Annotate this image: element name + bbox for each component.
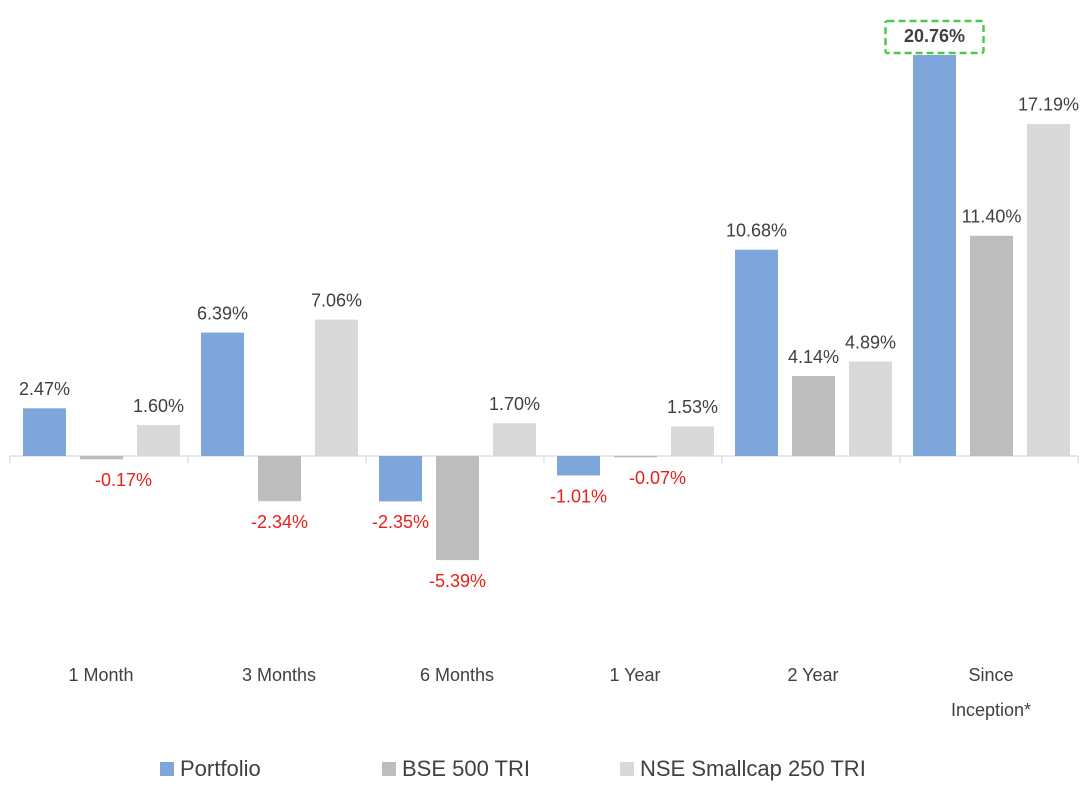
bar bbox=[201, 332, 244, 456]
data-label: -2.35% bbox=[372, 512, 429, 532]
data-label: 20.76% bbox=[904, 26, 965, 46]
legend-swatch bbox=[620, 762, 634, 776]
legend-item: Portfolio bbox=[160, 756, 261, 782]
legend-swatch bbox=[160, 762, 174, 776]
data-label: -2.34% bbox=[251, 512, 308, 532]
bar bbox=[970, 235, 1013, 456]
data-label: -1.01% bbox=[550, 486, 607, 506]
bar bbox=[379, 456, 422, 502]
bar bbox=[137, 425, 180, 456]
x-tick-label: 2 Year bbox=[787, 665, 839, 685]
legend-label: NSE Smallcap 250 TRI bbox=[640, 756, 866, 781]
data-label: -0.07% bbox=[629, 468, 686, 488]
x-tick-label: 3 Months bbox=[241, 665, 317, 685]
x-tick-label: Since Inception* bbox=[950, 665, 1032, 720]
data-label: 4.89% bbox=[845, 332, 896, 352]
bar bbox=[671, 426, 714, 456]
data-label: -0.17% bbox=[95, 470, 152, 490]
bar bbox=[80, 456, 123, 460]
data-label: 1.53% bbox=[667, 397, 718, 417]
bar bbox=[735, 249, 778, 456]
legend-label: Portfolio bbox=[180, 756, 261, 781]
bar bbox=[315, 319, 358, 456]
bar bbox=[1027, 123, 1070, 456]
bar bbox=[493, 423, 536, 456]
bar bbox=[436, 456, 479, 561]
legend-swatch bbox=[382, 762, 396, 776]
legend-item: NSE Smallcap 250 TRI bbox=[620, 756, 866, 782]
legend-label: BSE 500 TRI bbox=[402, 756, 530, 781]
bar bbox=[557, 456, 600, 476]
bar bbox=[614, 456, 657, 458]
bar bbox=[792, 376, 835, 456]
bar bbox=[258, 456, 301, 502]
x-tick-label: 1 Month bbox=[68, 665, 134, 685]
legend-item: BSE 500 TRI bbox=[382, 756, 530, 782]
x-tick-label: 1 Year bbox=[609, 665, 661, 685]
data-label: 1.60% bbox=[133, 396, 184, 416]
data-label: 2.47% bbox=[19, 379, 70, 399]
data-label: 6.39% bbox=[197, 303, 248, 323]
bar bbox=[849, 361, 892, 456]
data-label: 10.68% bbox=[726, 220, 787, 240]
data-label: 7.06% bbox=[311, 290, 362, 310]
highlight-box bbox=[884, 19, 985, 55]
data-label: 17.19% bbox=[1018, 95, 1079, 115]
x-tick-label: 6 Months bbox=[419, 665, 495, 685]
bar bbox=[913, 55, 956, 456]
data-label: 4.14% bbox=[788, 347, 839, 367]
data-label: 1.70% bbox=[489, 394, 540, 414]
bar bbox=[23, 408, 66, 456]
data-label: -5.39% bbox=[429, 571, 486, 591]
data-label: 11.40% bbox=[962, 207, 1022, 227]
